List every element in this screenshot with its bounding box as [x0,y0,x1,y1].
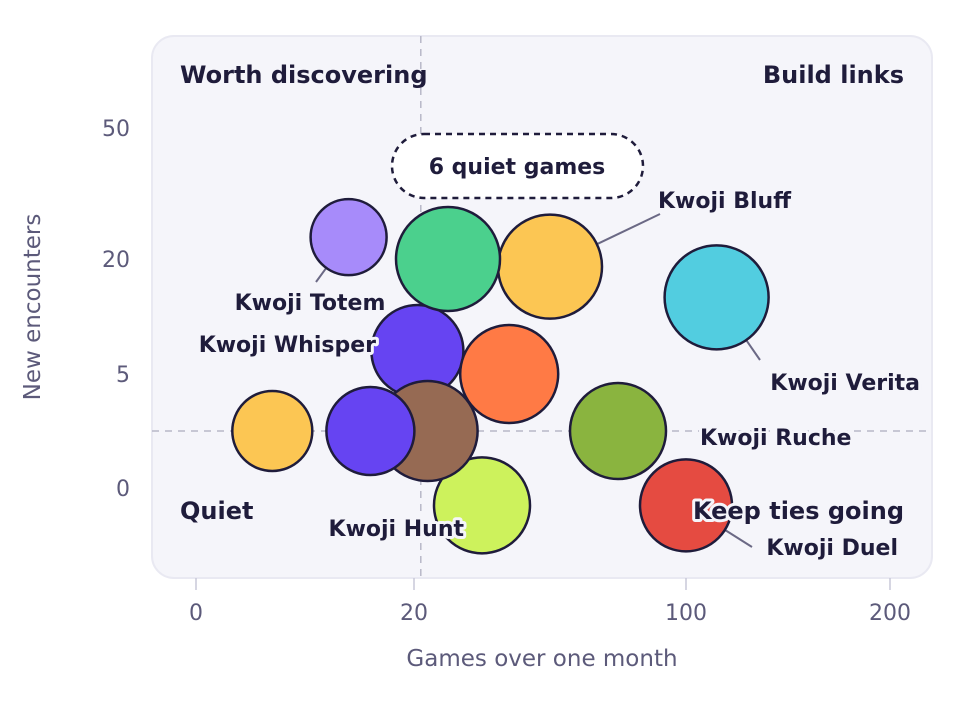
bubble [458,323,560,425]
y-tick-label: 50 [102,117,130,142]
bubble-kwoji-verita [663,244,770,351]
bubble-kwoji-bluff [496,213,604,320]
bubble-kwoji-hunt [432,456,532,555]
x-axis-title: Games over one month [406,646,677,672]
y-axis-title: New encounters [20,214,46,401]
bubble [325,385,416,477]
quadrant-label-bottom-right: Keep ties going [693,497,904,525]
quadrant-label-top-left: Worth discovering [180,61,428,89]
label-kwoji-totem: Kwoji Totem [235,291,386,316]
callout-box [390,132,645,200]
bubble [394,205,502,313]
x-tick-label: 0 [189,601,203,626]
leader-line [724,529,753,548]
bubble [231,389,314,473]
leader-line [315,267,328,283]
label-kwoji-hunt: Kwoji Hunt [329,517,465,542]
label-kwoji-duel: Kwoji Duel [766,536,898,561]
callout-text: 6 quiet games [429,155,606,180]
bubble-kwoji-ruche [568,381,668,481]
bubble-kwoji-duel [638,458,734,553]
leader-line [596,213,661,246]
x-tick-label: 200 [869,601,911,626]
bubble-kwoji-totem [309,197,388,277]
y-tick-label: 5 [116,363,130,388]
label-kwoji-ruche: Kwoji Ruche [700,426,851,451]
x-tick-label: 20 [400,601,428,626]
leader-line [745,339,761,361]
label-kwoji-verita: Kwoji Verita [770,371,920,396]
quiet-games-callout: 6 quiet games [390,132,645,200]
y-tick-label: 0 [116,477,130,502]
label-kwoji-whisper: Kwoji Whisper [199,333,376,358]
quadrant-label-top-right: Build links [763,61,904,89]
y-tick-label: 20 [102,248,130,273]
label-kwoji-bluff: Kwoji Bluff [658,189,792,214]
x-tick-label: 100 [665,601,707,626]
quadrant-label-bottom-left: Quiet [180,497,253,525]
